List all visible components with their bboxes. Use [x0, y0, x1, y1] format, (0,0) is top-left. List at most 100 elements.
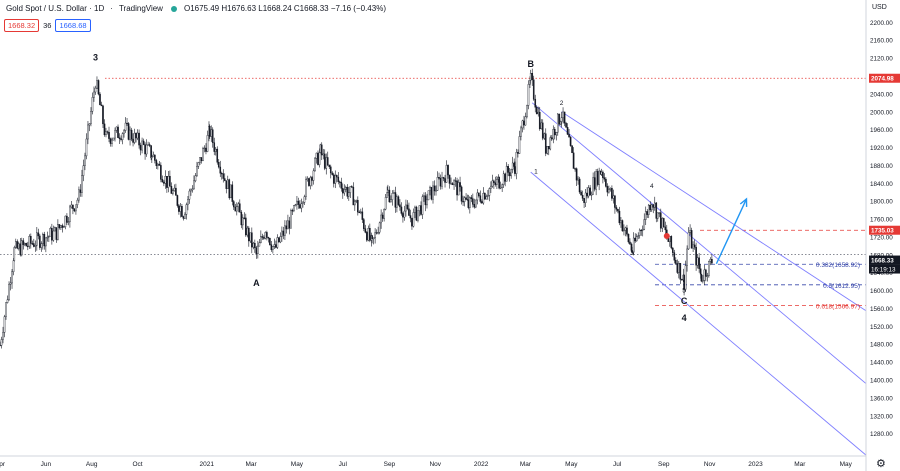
candle-body	[331, 172, 334, 175]
candle-body	[511, 162, 514, 170]
candle-body	[202, 148, 204, 162]
y-tick-label: 2160.00	[870, 38, 893, 45]
candle-body	[291, 210, 294, 212]
candle-body	[637, 235, 640, 238]
candle-body	[706, 275, 709, 277]
candle-body	[476, 192, 479, 201]
candle-body	[117, 126, 119, 138]
candle-body	[444, 178, 446, 183]
y-tick-label: 1600.00	[870, 288, 893, 295]
candle-body	[380, 214, 382, 224]
candle-body	[502, 173, 505, 185]
candle-body	[472, 198, 474, 205]
candle-body	[457, 182, 460, 196]
candle-body	[287, 220, 289, 230]
candle-body	[484, 193, 486, 200]
candles	[0, 68, 713, 349]
candle-body	[24, 243, 26, 245]
candle-body	[70, 204, 73, 208]
candle-body	[139, 144, 142, 151]
candle-body	[650, 204, 653, 211]
candle-body	[589, 187, 591, 196]
candle-body	[175, 187, 177, 196]
candle-body	[148, 144, 151, 146]
candle-body	[299, 204, 301, 209]
candle-body	[693, 244, 696, 248]
x-tick-label: 2021	[199, 461, 214, 468]
candle-body	[646, 211, 649, 215]
ask-button[interactable]: 1668.68	[55, 19, 91, 32]
candle-body	[245, 217, 247, 236]
candle-body	[553, 129, 556, 136]
candle-body	[709, 259, 712, 262]
candle-body	[297, 200, 300, 205]
candle-body	[176, 195, 179, 206]
candle-body	[487, 195, 489, 197]
candle-body	[109, 138, 112, 144]
candle-body	[216, 148, 219, 163]
candle-body	[426, 199, 428, 206]
candle-body	[157, 163, 159, 166]
candle-body	[0, 344, 1, 347]
candle-body	[55, 227, 58, 240]
candle-body	[267, 237, 270, 239]
candle-body	[445, 165, 448, 183]
candle-body	[52, 230, 55, 241]
candle-body	[523, 120, 525, 126]
currency-label[interactable]: USD	[872, 4, 887, 11]
close-value: C1668.33	[293, 4, 329, 13]
candle-body	[91, 97, 94, 112]
candle-body	[439, 177, 442, 187]
gear-icon[interactable]: ⚙	[876, 458, 886, 470]
candle-body	[526, 105, 528, 117]
candle-body	[54, 227, 56, 232]
candle-body	[111, 139, 113, 144]
candle-body	[263, 237, 265, 239]
spread-value: 36	[43, 21, 52, 30]
candle-body	[490, 185, 492, 189]
candle-body	[127, 123, 130, 140]
candle-body	[346, 186, 349, 197]
x-tick-label: Apr	[0, 461, 6, 468]
symbol-title[interactable]: Gold Spot / U.S. Dollar · 1D	[6, 4, 105, 13]
candle-body	[82, 165, 85, 176]
downtrend-channel	[530, 102, 867, 456]
candle-body	[450, 183, 452, 185]
candle-body	[644, 211, 647, 220]
candle-body	[246, 227, 249, 236]
candle-body	[668, 236, 671, 242]
candle-body	[34, 245, 37, 247]
candle-body	[396, 196, 398, 208]
candle-body	[606, 186, 609, 193]
candle-body	[664, 226, 667, 231]
candle-body	[661, 218, 664, 229]
candle-body	[69, 206, 71, 222]
candle-body	[653, 202, 656, 208]
candle-body	[22, 240, 25, 245]
y-tick-label: 1640.00	[870, 270, 893, 277]
candle-body	[583, 198, 585, 203]
candle-body	[8, 284, 10, 300]
wave-label: B	[527, 59, 534, 69]
y-tick-label: 1840.00	[870, 181, 893, 188]
candle-body	[231, 184, 234, 202]
candle-body	[318, 152, 321, 165]
y-tick-label: 2120.00	[870, 56, 893, 63]
candle-body	[112, 137, 115, 141]
candle-body	[334, 175, 337, 184]
candle-body	[360, 211, 362, 213]
candle-body	[142, 140, 145, 145]
candle-body	[705, 269, 707, 277]
candle-body	[102, 105, 104, 125]
candle-body	[164, 176, 167, 184]
candle-body	[237, 203, 240, 207]
candle-body	[552, 129, 555, 140]
candle-body	[508, 172, 511, 177]
candle-body	[309, 177, 312, 186]
bid-button[interactable]: 1668.32	[4, 19, 40, 32]
horizontal-levels	[0, 77, 866, 306]
candle-body	[272, 246, 274, 250]
candle-body	[72, 204, 74, 209]
